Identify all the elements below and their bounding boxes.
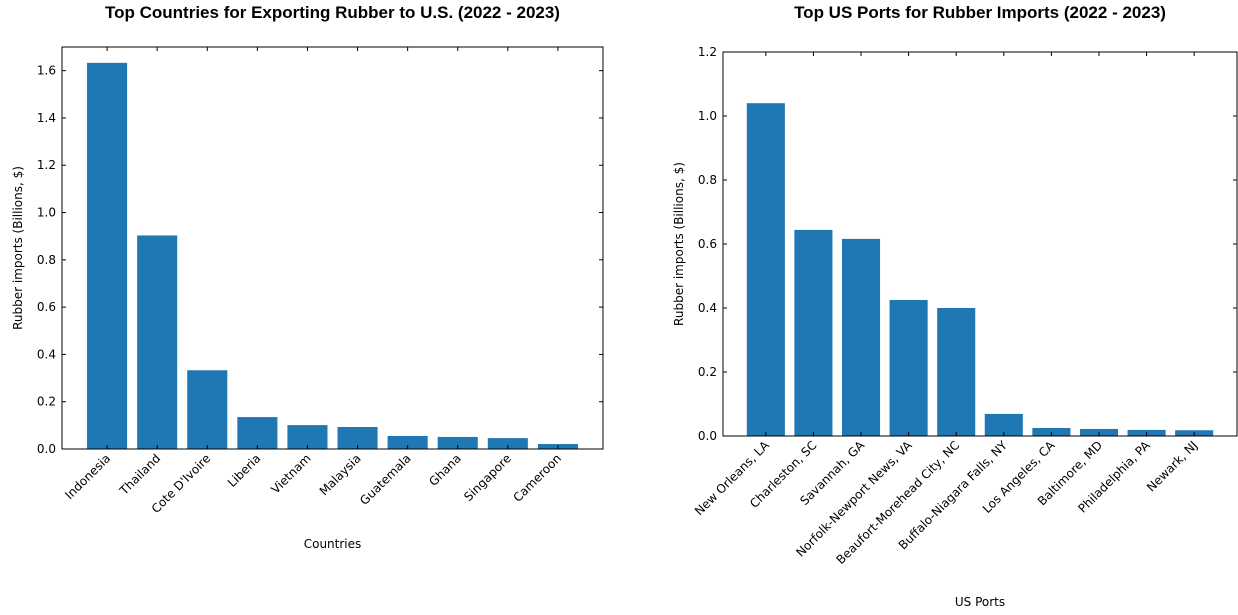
plot-frame	[722, 51, 1238, 437]
bar	[137, 235, 178, 449]
bar	[237, 417, 278, 449]
y-tick-label: 0.4	[37, 347, 56, 361]
x-tick-label: Malaysia	[317, 451, 364, 498]
bar	[287, 425, 328, 449]
y-tick-label: 1.2	[37, 158, 56, 172]
x-tick-label: Indonesia	[62, 451, 113, 502]
y-tick-label: 1.4	[37, 111, 56, 125]
bar	[387, 435, 428, 449]
y-tick-label: 0.2	[698, 365, 717, 379]
x-tick-label: Newark, NJ	[1144, 438, 1200, 494]
y-tick-label: 0.0	[37, 442, 56, 456]
plot-frame	[61, 46, 604, 450]
x-axis-label: US Ports	[955, 595, 1005, 609]
bar	[487, 438, 528, 449]
y-tick-label: 0.6	[698, 237, 717, 251]
bar	[87, 62, 128, 449]
bar	[794, 229, 833, 436]
bar	[437, 436, 478, 449]
x-tick-label: Thailand	[116, 451, 163, 498]
x-tick-label: Cameroon	[510, 451, 564, 505]
chart-title: Top US Ports for Rubber Imports (2022 - …	[794, 3, 1166, 22]
y-tick-label: 0.8	[698, 173, 717, 187]
x-tick-label: Vietnam	[268, 451, 313, 496]
x-tick-label: Singapore	[461, 451, 514, 504]
y-tick-label: 0.6	[37, 300, 56, 314]
y-axis-label: Rubber imports (Billions, $)	[672, 162, 686, 326]
x-tick-label: Ghana	[426, 451, 464, 489]
bar	[337, 427, 378, 449]
y-tick-label: 1.2	[698, 45, 717, 59]
x-tick-label: Guatemala	[357, 451, 414, 508]
x-tick-label: Liberia	[225, 451, 264, 490]
y-axis-label: Rubber imports (Billions, $)	[11, 166, 25, 330]
x-axis-label: Countries	[304, 537, 362, 551]
y-tick-label: 0.8	[37, 253, 56, 267]
y-tick-label: 0.0	[698, 429, 717, 443]
bar	[984, 413, 1023, 436]
y-tick-label: 1.0	[698, 109, 717, 123]
bar	[187, 370, 228, 449]
y-tick-label: 0.4	[698, 301, 717, 315]
y-tick-label: 1.6	[37, 64, 56, 78]
bar	[746, 103, 785, 436]
bar	[937, 308, 976, 436]
chart-title: Top Countries for Exporting Rubber to U.…	[105, 3, 560, 22]
y-tick-label: 0.2	[37, 395, 56, 409]
bar	[889, 300, 928, 436]
bar	[841, 238, 881, 436]
y-tick-label: 1.0	[37, 206, 56, 220]
